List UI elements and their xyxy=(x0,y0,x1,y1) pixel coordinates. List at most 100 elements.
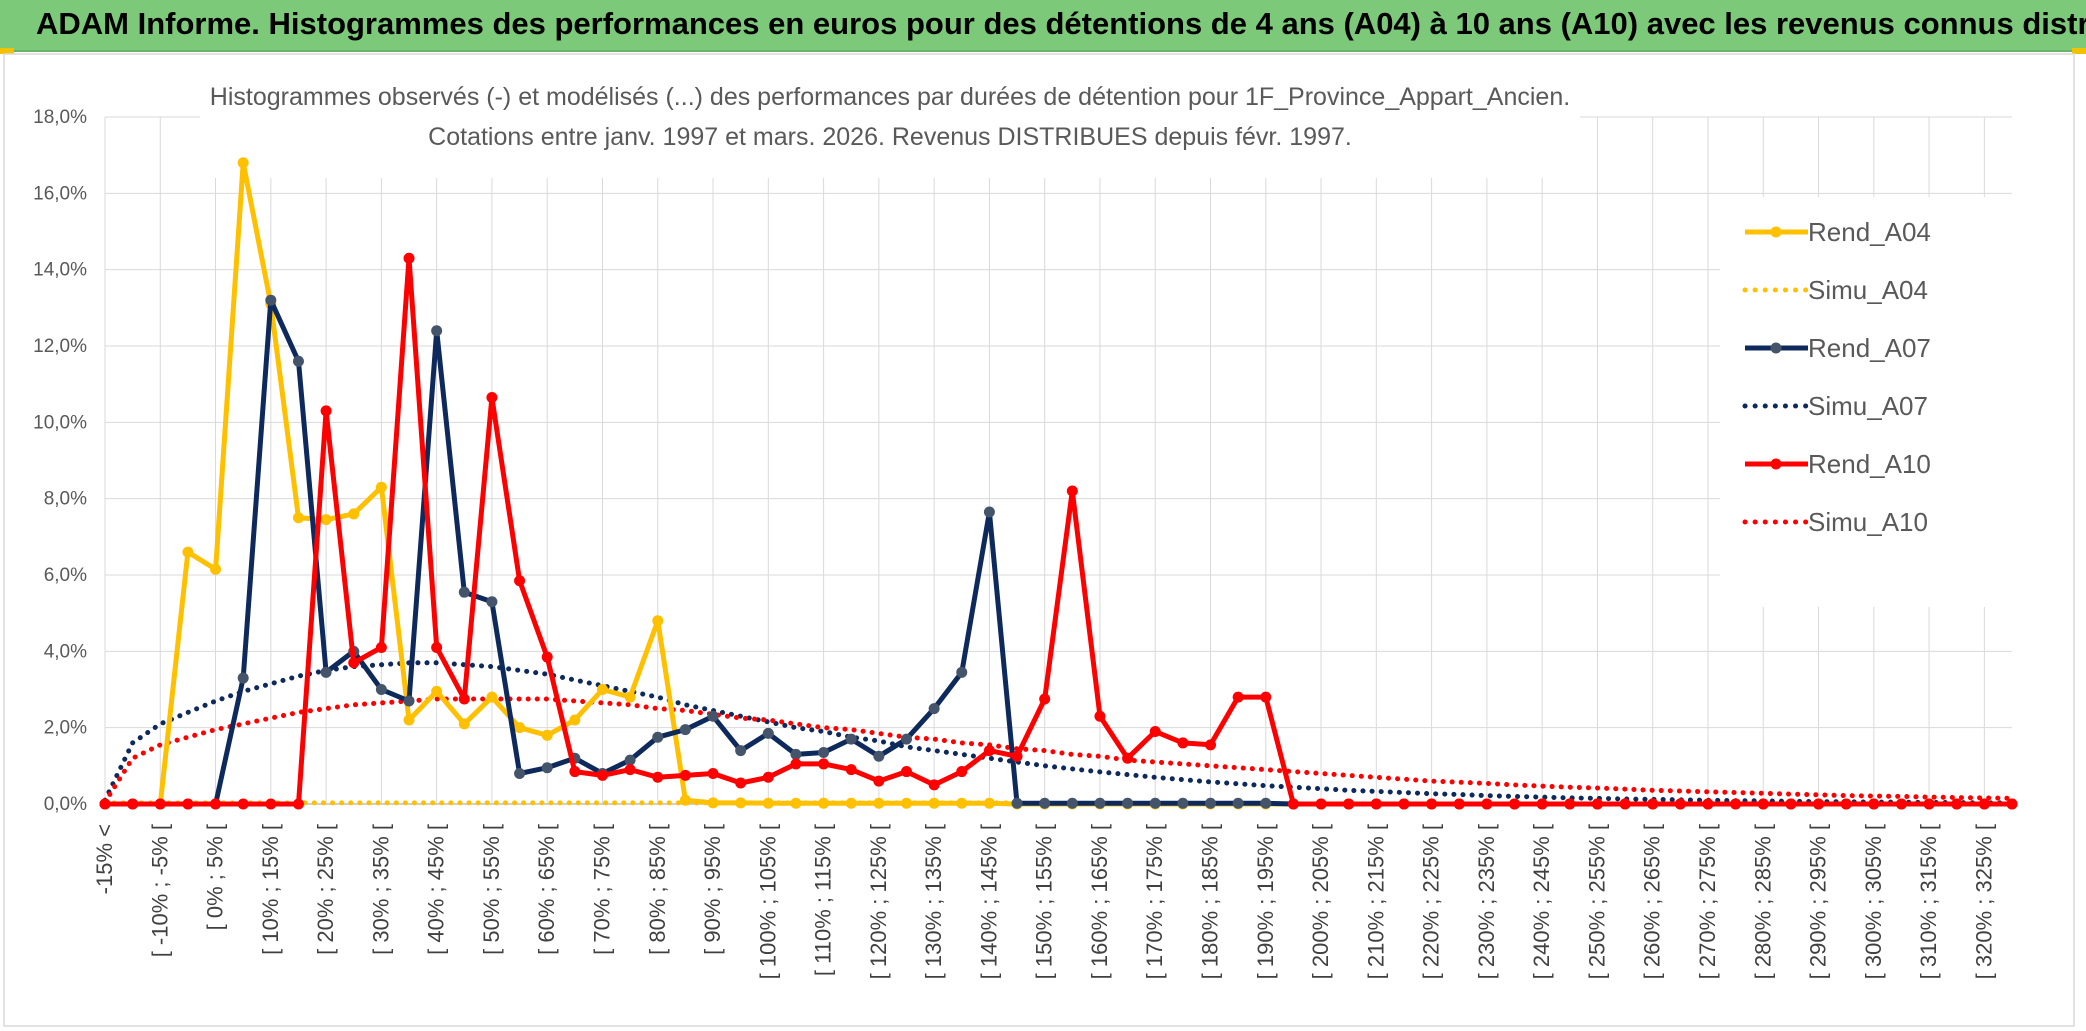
data-point xyxy=(1923,798,1935,810)
data-point xyxy=(1840,798,1852,810)
x-tick-label: [ 150% ; 155% [ xyxy=(1032,824,1057,979)
x-tick-label: [ 300% ; 305% [ xyxy=(1861,824,1886,979)
data-point xyxy=(458,718,470,730)
data-point xyxy=(403,714,415,726)
data-point xyxy=(265,798,277,810)
data-point xyxy=(375,642,387,654)
x-tick-label: [ 270% ; 275% [ xyxy=(1695,824,1720,979)
data-point xyxy=(928,703,940,715)
data-point xyxy=(1260,797,1272,809)
legend-item: Simu_A07 xyxy=(1742,391,1928,421)
data-point xyxy=(873,750,885,762)
series-Rend_A10 xyxy=(99,252,2018,810)
data-point xyxy=(845,797,857,809)
data-point xyxy=(1122,752,1134,764)
data-point xyxy=(1177,737,1189,749)
data-point xyxy=(431,685,443,697)
data-point xyxy=(735,797,747,809)
data-point xyxy=(900,797,912,809)
legend-label: Simu_A04 xyxy=(1808,275,1928,305)
data-point xyxy=(1702,798,1714,810)
data-point xyxy=(403,252,415,264)
data-point xyxy=(1177,797,1189,809)
data-point xyxy=(679,769,691,781)
x-tick-label: [ 10% ; 15% [ xyxy=(258,824,283,955)
x-tick-label: [ 240% ; 245% [ xyxy=(1529,824,1554,979)
x-tick-label: [ 250% ; 255% [ xyxy=(1584,824,1609,979)
data-point xyxy=(403,695,415,707)
report-banner: ADAM Informe. Histogrammes des performan… xyxy=(0,0,2086,52)
data-point xyxy=(375,684,387,695)
data-point xyxy=(1509,798,1521,810)
x-tick-label: [ 110% ; 115% [ xyxy=(811,824,836,976)
data-point xyxy=(1674,798,1686,810)
chart-subtitle: Cotations entre janv. 1997 et mars. 2026… xyxy=(428,123,1352,151)
data-point xyxy=(486,596,498,608)
data-point xyxy=(486,691,498,703)
data-point xyxy=(1094,710,1106,722)
data-point xyxy=(458,586,470,598)
data-point xyxy=(956,766,968,778)
x-tick-label: [ -10% ; -5% [ xyxy=(147,824,172,957)
data-point xyxy=(1039,797,1051,809)
data-point xyxy=(292,512,304,524)
x-tick-label: [ 30% ; 35% [ xyxy=(368,824,393,955)
data-point xyxy=(707,710,719,722)
data-point xyxy=(320,666,332,678)
data-point xyxy=(1122,797,1134,809)
data-point xyxy=(541,762,553,774)
data-point xyxy=(652,771,664,783)
y-tick-label: 14,0% xyxy=(33,260,87,281)
data-point xyxy=(210,798,222,810)
data-point xyxy=(845,733,857,745)
data-point xyxy=(348,657,360,669)
data-point xyxy=(541,729,553,741)
chart-title: Histogrammes observés (-) et modélisés (… xyxy=(210,83,1570,111)
data-point xyxy=(1647,798,1659,810)
x-tick-label: [ 190% ; 195% [ xyxy=(1253,824,1278,979)
data-point xyxy=(1868,798,1880,810)
data-point xyxy=(900,733,912,745)
data-point xyxy=(790,758,802,770)
y-tick-label: 0,0% xyxy=(44,794,87,815)
data-point xyxy=(486,392,498,404)
data-point xyxy=(348,508,360,520)
x-tick-label: [ 180% ; 185% [ xyxy=(1198,824,1223,979)
data-point xyxy=(873,797,885,809)
data-point xyxy=(237,798,249,810)
data-point xyxy=(1426,798,1438,810)
data-point xyxy=(735,745,747,757)
data-point xyxy=(956,666,968,678)
y-tick-label: 12,0% xyxy=(33,336,87,357)
x-tick-label: [ 70% ; 75% [ xyxy=(589,824,614,955)
legend-marker xyxy=(1770,458,1782,470)
data-point xyxy=(1757,798,1769,810)
legend-marker xyxy=(1770,226,1782,238)
data-point xyxy=(99,798,111,810)
data-point xyxy=(762,771,774,783)
data-point xyxy=(1453,798,1465,810)
data-point xyxy=(596,684,608,695)
data-point xyxy=(983,797,995,809)
data-point xyxy=(1149,797,1161,809)
data-point xyxy=(1011,797,1023,809)
data-point xyxy=(1951,798,1963,810)
data-point xyxy=(1978,798,1990,810)
data-point xyxy=(1564,798,1576,810)
data-point xyxy=(624,764,636,776)
data-point xyxy=(1481,798,1493,810)
data-point xyxy=(1039,693,1051,705)
legend-label: Rend_A10 xyxy=(1808,449,1931,479)
data-point xyxy=(1315,798,1327,810)
data-point xyxy=(210,563,222,575)
y-tick-label: 8,0% xyxy=(44,489,87,510)
legend-item: Rend_A07 xyxy=(1745,333,1931,363)
x-tick-label: -15% < xyxy=(92,824,117,894)
x-tick-label: [ 90% ; 95% [ xyxy=(700,824,725,955)
performance-histogram-chart: 0,0% 2,0% 4,0% 6,0% 8,0% 10,0% 12,0% 14,0% 16,0%… xyxy=(3,53,2075,1027)
data-point xyxy=(818,746,830,758)
data-point xyxy=(182,546,194,558)
y-tick-label: 18,0% xyxy=(33,107,87,128)
data-point xyxy=(624,691,636,703)
legend-item: Simu_A04 xyxy=(1742,275,1928,305)
